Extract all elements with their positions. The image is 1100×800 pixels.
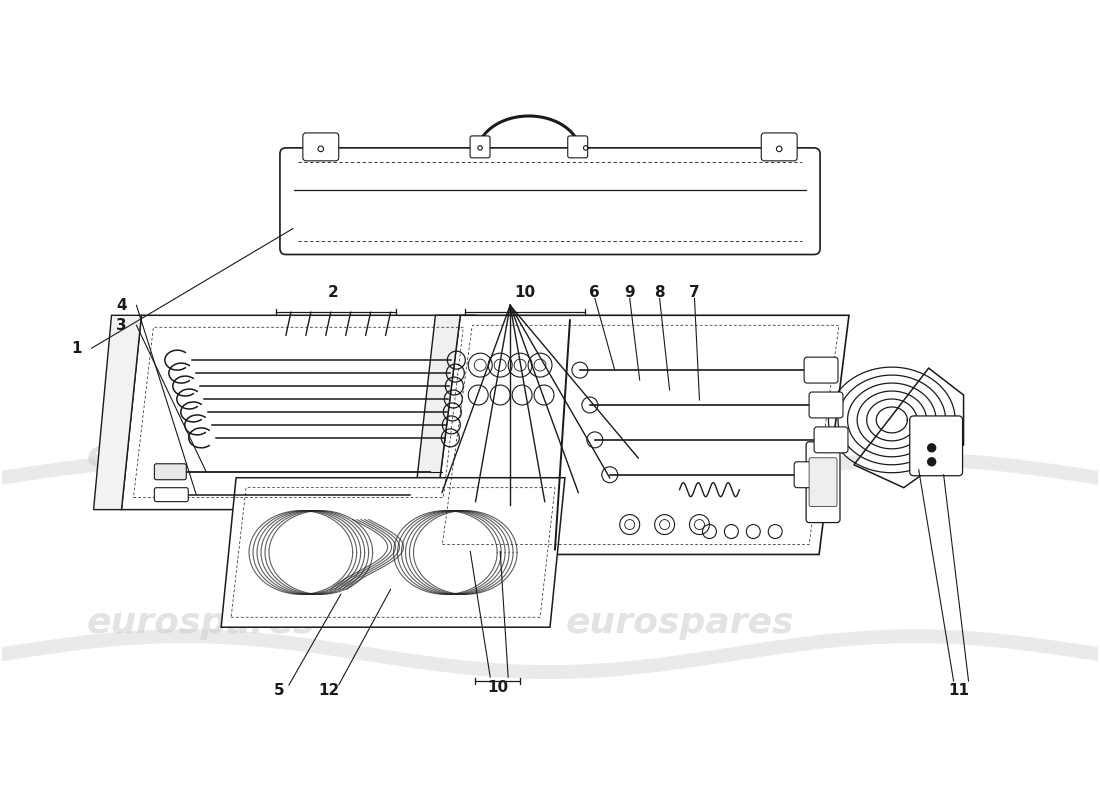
Text: 11: 11 bbox=[948, 683, 969, 698]
FancyBboxPatch shape bbox=[568, 136, 587, 158]
Text: 8: 8 bbox=[654, 285, 664, 300]
FancyBboxPatch shape bbox=[804, 357, 838, 383]
Text: eurospares: eurospares bbox=[546, 439, 774, 473]
Text: 2: 2 bbox=[328, 285, 338, 300]
FancyBboxPatch shape bbox=[810, 458, 837, 506]
FancyBboxPatch shape bbox=[302, 133, 339, 161]
Polygon shape bbox=[221, 478, 565, 627]
Polygon shape bbox=[408, 315, 460, 554]
Text: 3: 3 bbox=[117, 318, 126, 333]
Text: 7: 7 bbox=[690, 285, 700, 300]
Polygon shape bbox=[121, 315, 475, 510]
Text: 10: 10 bbox=[487, 679, 508, 694]
FancyBboxPatch shape bbox=[814, 427, 848, 453]
FancyBboxPatch shape bbox=[154, 464, 186, 480]
FancyBboxPatch shape bbox=[806, 442, 840, 522]
FancyBboxPatch shape bbox=[910, 416, 962, 476]
Circle shape bbox=[927, 444, 936, 452]
Text: 4: 4 bbox=[117, 298, 126, 313]
Text: 12: 12 bbox=[318, 683, 340, 698]
Text: eurospares: eurospares bbox=[87, 606, 316, 640]
FancyBboxPatch shape bbox=[154, 488, 188, 502]
Text: 9: 9 bbox=[625, 285, 635, 300]
Polygon shape bbox=[854, 368, 964, 488]
Polygon shape bbox=[94, 315, 142, 510]
Text: 1: 1 bbox=[72, 341, 81, 356]
Circle shape bbox=[927, 458, 936, 466]
FancyBboxPatch shape bbox=[810, 392, 843, 418]
FancyBboxPatch shape bbox=[470, 136, 490, 158]
Text: 6: 6 bbox=[590, 285, 601, 300]
FancyBboxPatch shape bbox=[761, 133, 798, 161]
Polygon shape bbox=[430, 315, 849, 554]
FancyBboxPatch shape bbox=[794, 462, 828, 488]
Text: eurospares: eurospares bbox=[565, 606, 794, 640]
Text: 10: 10 bbox=[515, 285, 536, 300]
Text: 5: 5 bbox=[274, 683, 284, 698]
FancyBboxPatch shape bbox=[279, 148, 821, 254]
Text: eurospares: eurospares bbox=[87, 439, 316, 473]
